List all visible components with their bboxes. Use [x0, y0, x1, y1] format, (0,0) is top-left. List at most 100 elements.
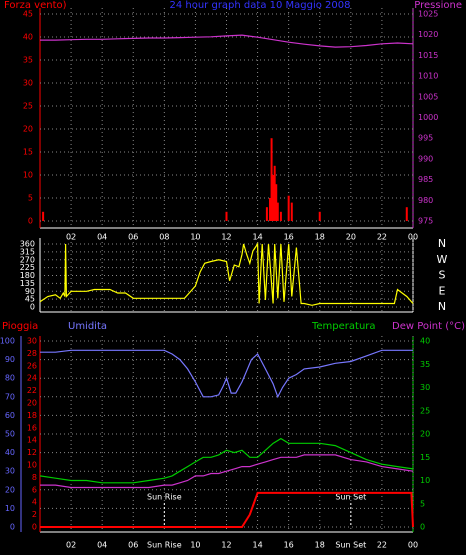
y2-tick-label: 1025 [418, 10, 438, 19]
x-tick-label: 14 [252, 233, 262, 242]
x-tick-label: 06 [128, 541, 138, 550]
line [40, 454, 414, 489]
y2-tick-label: S [439, 269, 446, 282]
y-tick-label: 90 [5, 355, 15, 364]
y3-tick-label: 6 [32, 485, 37, 494]
y2-tick-label: 985 [418, 175, 433, 184]
legend-label: Dew Point (°C) [392, 321, 465, 332]
y2-tick-label: 1005 [418, 92, 438, 101]
x-tick-label: 02 [66, 541, 76, 550]
y-tick-label: 25 [23, 102, 33, 111]
y-tick-label: 270 [20, 255, 35, 264]
y-tick-label: 0 [30, 303, 35, 312]
x-tick-label: 04 [97, 233, 107, 242]
line [40, 34, 414, 48]
y2-tick-label: E [439, 284, 446, 297]
y-tick-label: 0 [28, 217, 33, 226]
y3-tick-label: 2 [32, 510, 37, 519]
bar [276, 202, 279, 221]
y3-tick-label: 30 [27, 337, 37, 346]
y-tick-label: 90 [25, 287, 35, 296]
bar [290, 202, 293, 221]
bar [272, 175, 275, 221]
y-tick-label: 45 [25, 295, 35, 304]
y2-tick-label: 0 [420, 523, 425, 532]
y2-tick-label: 975 [418, 217, 433, 226]
y-tick-label: 40 [5, 448, 15, 457]
y2-tick-label: 1020 [418, 30, 438, 39]
x-tick-label: 04 [97, 541, 107, 550]
y2-tick-label: 5 [420, 499, 425, 508]
y-tick-label: 100 [0, 337, 15, 346]
y3-tick-label: 24 [27, 374, 37, 383]
y-tick-label: 20 [5, 485, 15, 494]
y-tick-label: 45 [23, 10, 33, 19]
y-tick-label: 80 [5, 374, 15, 383]
y2-tick-label: 15 [420, 453, 430, 462]
x-tick-label: Sun Rise [147, 541, 182, 550]
x-tick-label: 00 [408, 541, 418, 550]
y2-tick-label: 980 [418, 196, 433, 205]
y-tick-label: 360 [20, 240, 35, 249]
bar [275, 184, 278, 221]
chart-title: 24 hour graph data 10 Maggio 2008 [169, 0, 350, 11]
y-tick-label: 30 [5, 467, 15, 476]
y-tick-label: 20 [23, 125, 33, 134]
x-tick-label: 20 [346, 233, 356, 242]
y-tick-label: 180 [20, 271, 35, 280]
y3-tick-label: 12 [27, 448, 37, 457]
bar [405, 207, 408, 221]
x-tick-label: 02 [66, 233, 76, 242]
legend-label: Pioggia [2, 321, 38, 332]
y2-tick-label: 10 [420, 476, 430, 485]
y-tick-label: 15 [23, 148, 33, 157]
y3-tick-label: 28 [27, 349, 37, 358]
x-tick-label: 18 [315, 541, 325, 550]
y-tick-label: 135 [20, 279, 35, 288]
y2-tick-label: 1000 [418, 113, 438, 122]
legend-label: Umidita [68, 321, 107, 332]
y2-tick-label: 25 [420, 406, 430, 415]
y2-tick-label: 35 [420, 360, 430, 369]
y3-tick-label: 14 [27, 436, 37, 445]
y3-tick-label: 22 [27, 386, 37, 395]
y-tick-label: 35 [23, 56, 33, 65]
y2-tick-label: 990 [418, 154, 433, 163]
y3-tick-label: 20 [27, 399, 37, 408]
bar [287, 195, 290, 221]
bar [318, 211, 321, 221]
x-tick-label: 18 [315, 233, 325, 242]
bar [269, 198, 272, 221]
y3-tick-label: 26 [27, 361, 37, 370]
annotation-label: Sun Rise [147, 493, 182, 502]
bar [265, 207, 268, 221]
y-tick-label: 10 [23, 171, 33, 180]
y-tick-label: 70 [5, 392, 15, 401]
y-tick-label: 30 [23, 79, 33, 88]
x-tick-label: 16 [284, 233, 294, 242]
y-tick-label: 60 [5, 411, 15, 420]
annotation-label: Sun Set [335, 493, 366, 502]
x-tick-label: 06 [128, 233, 138, 242]
bar [273, 165, 276, 221]
y3-tick-label: 0 [32, 523, 37, 532]
y3-tick-label: 8 [32, 473, 37, 482]
y3-tick-label: 16 [27, 423, 37, 432]
bar [42, 211, 45, 221]
x-tick-label: 00 [408, 233, 418, 242]
y2-tick-label: 1010 [418, 72, 438, 81]
y-tick-label: 40 [23, 33, 33, 42]
y2-tick-label: 995 [418, 134, 433, 143]
x-tick-label: 16 [284, 541, 294, 550]
x-tick-label: 14 [252, 541, 262, 550]
y2-tick-label: 20 [420, 430, 430, 439]
y-tick-label: 0 [10, 523, 15, 532]
line [39, 242, 414, 306]
x-tick-label: 12 [221, 233, 231, 242]
y3-tick-label: 4 [32, 498, 37, 507]
y2-tick-label: N [438, 237, 446, 250]
y-tick-label: 315 [20, 247, 35, 256]
x-tick-label: Sun Set [335, 541, 366, 550]
